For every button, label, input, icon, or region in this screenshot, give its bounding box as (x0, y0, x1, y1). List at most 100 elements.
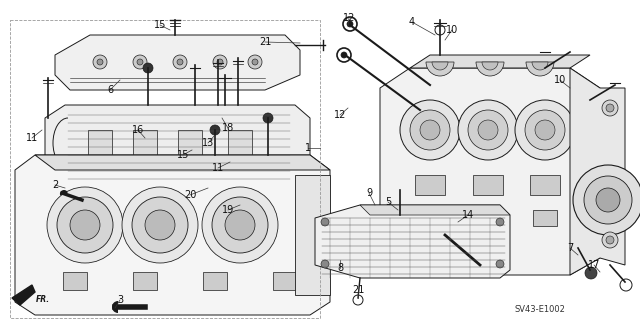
Bar (530, 175, 560, 195)
Circle shape (420, 120, 440, 140)
Wedge shape (442, 232, 452, 240)
Text: 6: 6 (107, 85, 113, 95)
Polygon shape (35, 155, 330, 170)
Circle shape (606, 104, 614, 112)
Circle shape (400, 100, 460, 160)
Circle shape (225, 210, 255, 240)
Text: FR.: FR. (36, 295, 50, 305)
Wedge shape (482, 62, 498, 70)
Text: 20: 20 (184, 190, 196, 200)
Circle shape (97, 59, 103, 65)
Bar (88, 130, 112, 158)
Text: 7: 7 (567, 243, 573, 253)
Wedge shape (476, 62, 504, 76)
Text: 15: 15 (177, 150, 189, 160)
Polygon shape (15, 155, 330, 315)
Circle shape (515, 100, 575, 160)
Wedge shape (60, 190, 68, 195)
Circle shape (468, 110, 508, 150)
Circle shape (321, 260, 329, 268)
Bar (418, 210, 442, 226)
Circle shape (321, 218, 329, 226)
Bar (476, 210, 500, 226)
Circle shape (217, 59, 223, 65)
Circle shape (602, 100, 618, 116)
Circle shape (535, 120, 555, 140)
Polygon shape (45, 105, 310, 180)
Bar (273, 272, 297, 290)
Circle shape (132, 197, 188, 253)
Circle shape (525, 110, 565, 150)
Polygon shape (380, 68, 600, 275)
Text: 12: 12 (343, 13, 355, 23)
Polygon shape (12, 285, 35, 305)
Bar (228, 130, 252, 158)
Bar (203, 272, 227, 290)
Wedge shape (526, 62, 554, 76)
Polygon shape (410, 55, 590, 68)
Text: 11: 11 (26, 133, 38, 143)
Bar (295, 175, 330, 295)
Text: 9: 9 (366, 188, 372, 198)
Bar (133, 272, 157, 290)
Text: 5: 5 (385, 197, 391, 207)
Circle shape (248, 55, 262, 69)
Wedge shape (532, 62, 548, 70)
Circle shape (202, 187, 278, 263)
Text: 3: 3 (117, 295, 123, 305)
Text: 2: 2 (52, 180, 58, 190)
Text: 4: 4 (409, 17, 415, 27)
Circle shape (213, 55, 227, 69)
Circle shape (602, 232, 618, 248)
Polygon shape (570, 68, 625, 275)
Text: 11: 11 (212, 163, 224, 173)
Circle shape (478, 120, 498, 140)
Circle shape (137, 59, 143, 65)
Text: 19: 19 (222, 205, 234, 215)
Circle shape (606, 236, 614, 244)
Circle shape (173, 55, 187, 69)
Text: 10: 10 (554, 75, 566, 85)
Circle shape (341, 52, 347, 58)
Text: 1: 1 (305, 143, 311, 153)
Text: 13: 13 (202, 138, 214, 148)
Text: 15: 15 (154, 20, 166, 30)
Circle shape (585, 267, 597, 279)
Text: 18: 18 (222, 123, 234, 133)
Bar (473, 175, 503, 195)
Circle shape (458, 100, 518, 160)
Circle shape (57, 197, 113, 253)
Circle shape (410, 110, 450, 150)
Text: 10: 10 (446, 25, 458, 35)
Text: SV43-E1002: SV43-E1002 (515, 306, 565, 315)
Circle shape (347, 21, 353, 27)
Circle shape (47, 187, 123, 263)
Circle shape (177, 59, 183, 65)
Circle shape (596, 188, 620, 212)
Circle shape (145, 210, 175, 240)
Circle shape (212, 197, 268, 253)
Wedge shape (112, 301, 118, 313)
Wedge shape (432, 62, 448, 70)
Bar (63, 272, 87, 290)
Bar (133, 130, 157, 158)
Circle shape (263, 113, 273, 123)
Circle shape (394, 212, 406, 224)
Polygon shape (315, 205, 510, 278)
Bar (533, 210, 557, 226)
Polygon shape (360, 205, 510, 215)
Circle shape (496, 260, 504, 268)
Circle shape (93, 55, 107, 69)
Polygon shape (55, 35, 300, 90)
Text: 17: 17 (588, 260, 600, 270)
Circle shape (210, 125, 220, 135)
Text: 21: 21 (259, 37, 271, 47)
Text: 12: 12 (334, 110, 346, 120)
Circle shape (70, 210, 100, 240)
Bar (10, 20, 320, 318)
Circle shape (496, 218, 504, 226)
Text: 8: 8 (337, 263, 343, 273)
Text: 16: 16 (132, 125, 144, 135)
Text: 14: 14 (462, 210, 474, 220)
Circle shape (252, 59, 258, 65)
